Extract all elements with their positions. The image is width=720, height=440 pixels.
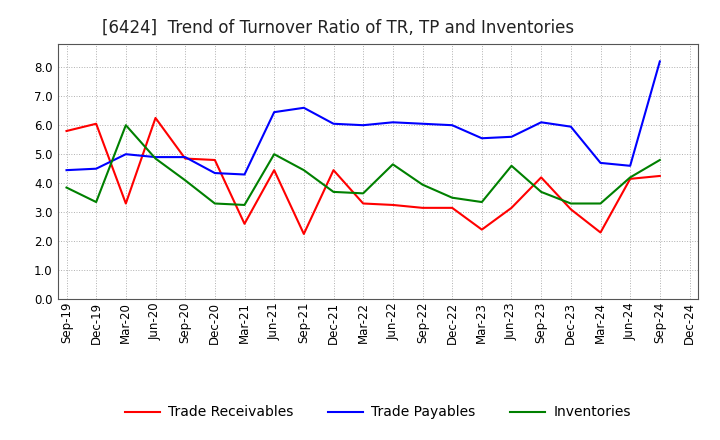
Trade Payables: [626, 163, 634, 169]
Trade Receivables: [329, 168, 338, 173]
Trade Receivables: [240, 221, 249, 227]
Trade Payables: [270, 110, 279, 115]
Trade Payables: [418, 121, 427, 126]
Inventories: [62, 185, 71, 190]
Trade Payables: [507, 134, 516, 139]
Inventories: [210, 201, 219, 206]
Trade Receivables: [596, 230, 605, 235]
Trade Receivables: [537, 175, 546, 180]
Inventories: [389, 162, 397, 167]
Inventories: [92, 199, 101, 205]
Inventories: [477, 199, 486, 205]
Inventories: [655, 158, 664, 163]
Inventories: [329, 189, 338, 194]
Inventories: [507, 163, 516, 169]
Trade Payables: [210, 170, 219, 176]
Inventories: [240, 202, 249, 208]
Trade Payables: [448, 123, 456, 128]
Line: Trade Receivables: Trade Receivables: [66, 118, 660, 234]
Trade Receivables: [300, 231, 308, 237]
Trade Payables: [655, 59, 664, 64]
Trade Payables: [329, 121, 338, 126]
Trade Receivables: [92, 121, 101, 126]
Legend: Trade Receivables, Trade Payables, Inventories: Trade Receivables, Trade Payables, Inven…: [120, 400, 636, 425]
Trade Payables: [240, 172, 249, 177]
Trade Receivables: [62, 128, 71, 134]
Inventories: [151, 156, 160, 161]
Trade Receivables: [418, 205, 427, 210]
Line: Inventories: Inventories: [66, 125, 660, 205]
Trade Payables: [62, 168, 71, 173]
Inventories: [448, 195, 456, 200]
Trade Receivables: [448, 205, 456, 210]
Trade Payables: [181, 154, 189, 160]
Trade Receivables: [389, 202, 397, 208]
Trade Receivables: [655, 173, 664, 179]
Trade Receivables: [477, 227, 486, 232]
Trade Receivables: [181, 156, 189, 161]
Trade Payables: [389, 120, 397, 125]
Inventories: [537, 189, 546, 194]
Trade Payables: [596, 160, 605, 165]
Inventories: [270, 151, 279, 157]
Trade Receivables: [507, 205, 516, 210]
Inventories: [300, 168, 308, 173]
Inventories: [626, 175, 634, 180]
Trade Payables: [567, 124, 575, 129]
Trade Receivables: [567, 207, 575, 212]
Trade Payables: [151, 154, 160, 160]
Trade Receivables: [151, 115, 160, 121]
Trade Receivables: [626, 176, 634, 181]
Text: [6424]  Trend of Turnover Ratio of TR, TP and Inventories: [6424] Trend of Turnover Ratio of TR, TP…: [102, 19, 575, 37]
Trade Payables: [122, 151, 130, 157]
Trade Payables: [477, 136, 486, 141]
Inventories: [418, 182, 427, 187]
Trade Payables: [359, 123, 367, 128]
Inventories: [122, 123, 130, 128]
Trade Receivables: [359, 201, 367, 206]
Trade Receivables: [122, 201, 130, 206]
Trade Payables: [300, 105, 308, 110]
Trade Receivables: [270, 168, 279, 173]
Trade Payables: [92, 166, 101, 171]
Line: Trade Payables: Trade Payables: [66, 62, 660, 175]
Trade Payables: [537, 120, 546, 125]
Inventories: [181, 178, 189, 183]
Trade Receivables: [210, 158, 219, 163]
Inventories: [359, 191, 367, 196]
Inventories: [567, 201, 575, 206]
Inventories: [596, 201, 605, 206]
